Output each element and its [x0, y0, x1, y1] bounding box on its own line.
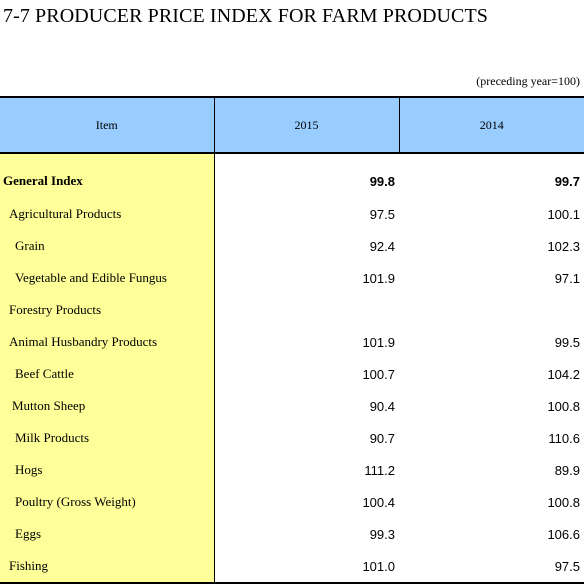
cell-2015: 101.9	[362, 270, 395, 286]
cell-2015: 111.2	[364, 462, 395, 478]
cell-2014: 89.9	[554, 462, 580, 478]
cell-2015: 99.8	[369, 173, 395, 189]
price-index-table: Item 2015 2014 General Index 99.8 99.7 A…	[0, 96, 584, 584]
cell-2015: 100.4	[362, 494, 395, 510]
column-header-2014: 2014	[398, 96, 584, 154]
row-label: Beef Cattle	[0, 358, 215, 390]
cell-2015: 92.4	[369, 238, 395, 254]
cell-2014: 106.6	[547, 526, 580, 542]
row-label: Poultry (Gross Weight)	[0, 486, 215, 518]
cell-2015: 99.3	[369, 526, 395, 542]
table-row: General Index 99.8 99.7	[0, 153, 584, 198]
cell-2015: 100.7	[362, 366, 395, 382]
cell-2014	[399, 294, 584, 326]
cell-2014: 104.2	[547, 366, 580, 382]
unit-note: (preceding year=100)	[476, 74, 580, 88]
row-label: Agricultural Products	[0, 198, 215, 230]
cell-2014: 99.5	[554, 334, 580, 350]
cell-2014: 102.3	[547, 238, 580, 254]
cell-2014: 100.1	[547, 206, 580, 222]
row-label: Hogs	[0, 454, 215, 486]
row-label: Fishing	[0, 550, 215, 584]
cell-2015: 97.5	[369, 206, 395, 222]
header-row: Item 2015 2014	[0, 96, 584, 154]
cell-2015: 101.9	[362, 334, 395, 350]
cell-2015	[214, 294, 399, 326]
table-row: Beef Cattle 100.7 104.2	[0, 358, 584, 390]
table-row: Mutton Sheep 90.4 100.8	[0, 390, 584, 422]
row-label: General Index	[0, 153, 215, 198]
cell-2014: 110.6	[548, 430, 580, 446]
row-label: Grain	[0, 230, 215, 262]
table-row: Hogs 111.2 89.9	[0, 454, 584, 486]
cell-2014: 97.5	[399, 550, 584, 584]
table-row: Agricultural Products 97.5 100.1	[0, 198, 584, 230]
column-header-2015: 2015	[213, 96, 399, 154]
page-title: 7-7 PRODUCER PRICE INDEX FOR FARM PRODUC…	[3, 5, 489, 27]
table-row: Milk Products 90.7 110.6	[0, 422, 584, 454]
cell-2015: 90.4	[369, 398, 395, 414]
table-row: Animal Husbandry Products 101.9 99.5	[0, 326, 584, 358]
row-label: Milk Products	[0, 422, 215, 454]
cell-2014: 100.8	[547, 494, 580, 510]
table-row: Eggs 99.3 106.6	[0, 518, 584, 550]
column-header-item: Item	[0, 96, 214, 154]
row-label: Eggs	[0, 518, 215, 550]
cell-2015: 90.7	[369, 430, 395, 446]
cell-2015: 101.0	[214, 550, 399, 584]
table-row: Forestry Products	[0, 294, 584, 326]
table-row: Grain 92.4 102.3	[0, 230, 584, 262]
row-label: Animal Husbandry Products	[0, 326, 215, 358]
table-row: Vegetable and Edible Fungus 101.9 97.1	[0, 262, 584, 294]
table-row: Fishing 101.0 97.5	[0, 550, 584, 584]
row-label: Mutton Sheep	[0, 390, 215, 422]
row-label: Forestry Products	[0, 294, 215, 326]
cell-2014: 100.8	[547, 398, 580, 414]
table-row: Poultry (Gross Weight) 100.4 100.8	[0, 486, 584, 518]
row-label: Vegetable and Edible Fungus	[0, 262, 215, 294]
cell-2014: 99.7	[554, 173, 580, 189]
cell-2014: 97.1	[554, 270, 580, 286]
